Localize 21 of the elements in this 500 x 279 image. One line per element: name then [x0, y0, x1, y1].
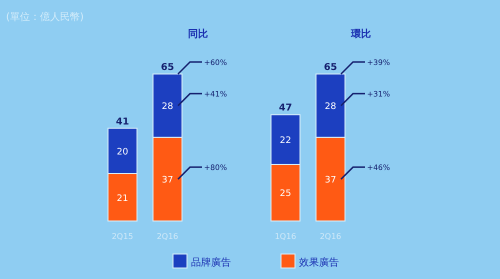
legend-label: 品牌廣告 [191, 256, 231, 268]
total-label: 65 [160, 62, 174, 73]
data-label: 37 [324, 176, 336, 186]
total-label: 41 [116, 116, 130, 128]
data-label: 28 [324, 102, 336, 112]
x-tick-label: 2Q16 [156, 232, 178, 241]
chart-subtitle: (單位：億人民幣) [6, 11, 84, 23]
total-label: 65 [324, 62, 338, 73]
data-label: 21 [116, 194, 128, 204]
legend-label: 效果廣告 [299, 256, 339, 268]
data-label: 25 [280, 189, 292, 200]
data-label: 20 [116, 147, 128, 158]
data-label: 37 [162, 176, 174, 186]
x-tick-label: 1Q16 [274, 232, 296, 241]
x-tick-label: 2Q16 [320, 232, 342, 241]
total-label: 47 [278, 102, 292, 114]
data-label: 22 [280, 136, 292, 146]
x-tick-label: 2Q15 [112, 232, 134, 241]
chart-title: 同比 [188, 28, 208, 40]
chart-title: 環比 [350, 28, 371, 40]
data-label: 28 [162, 102, 174, 112]
